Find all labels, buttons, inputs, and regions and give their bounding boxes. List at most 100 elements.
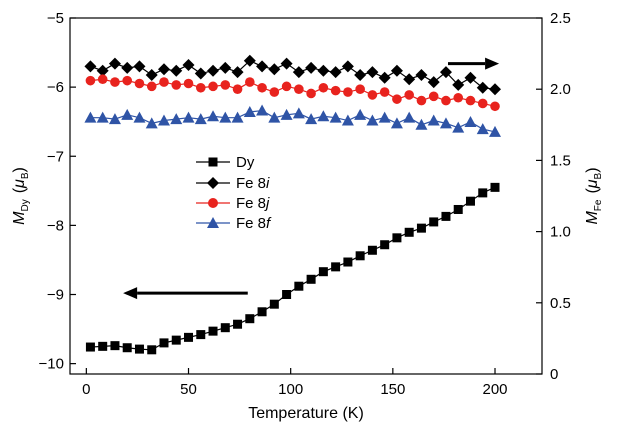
data-point (243, 54, 256, 67)
data-point (219, 111, 232, 123)
data-point (392, 233, 402, 243)
data-point (85, 342, 95, 352)
data-point (194, 67, 207, 80)
arrow-head (123, 287, 138, 300)
data-point (108, 113, 121, 125)
data-point (427, 114, 440, 126)
data-point (219, 61, 232, 74)
y-left-tick-label: −10 (39, 356, 64, 373)
data-point (157, 114, 170, 126)
arrow-layer (123, 57, 500, 300)
series-line (90, 109, 496, 133)
y-right-tick-label: 1.5 (550, 152, 571, 169)
data-point (133, 111, 146, 123)
data-point (305, 61, 318, 74)
y-right-tick-label: 2.5 (550, 10, 571, 27)
data-point (453, 204, 463, 214)
data-point (341, 114, 354, 126)
data-point (245, 314, 255, 324)
data-point (354, 108, 367, 120)
data-point (134, 78, 145, 89)
data-point (243, 105, 256, 117)
data-point (439, 117, 452, 129)
data-point (208, 81, 218, 92)
data-point (170, 113, 183, 125)
data-point (145, 68, 158, 81)
data-point (171, 80, 182, 90)
data-point (268, 63, 281, 76)
data-point (121, 108, 134, 120)
data-point (159, 77, 169, 87)
svg-text:Dy: Dy (236, 154, 255, 171)
data-point (378, 71, 391, 84)
data-point (343, 87, 353, 97)
data-point (366, 114, 379, 126)
arrow-right (448, 57, 500, 70)
data-point (318, 267, 328, 277)
x-tick-label: 0 (82, 381, 90, 398)
data-point (415, 118, 428, 130)
x-tick-label: 50 (180, 381, 197, 398)
data-point (306, 274, 316, 284)
data-point (170, 64, 183, 77)
data-point (305, 113, 318, 125)
data-point (159, 338, 169, 348)
series-1 (84, 54, 502, 96)
data-point (182, 58, 195, 71)
data-point (133, 60, 146, 73)
data-point (441, 211, 451, 221)
data-point (157, 63, 170, 76)
data-point (330, 85, 341, 96)
data-point (404, 227, 414, 237)
data-point (355, 251, 365, 261)
data-point (97, 74, 108, 85)
data-point (403, 73, 416, 86)
data-point (108, 57, 121, 70)
x-tick-label: 100 (278, 381, 303, 398)
data-point (294, 281, 304, 291)
data-point (269, 299, 279, 309)
data-point (195, 82, 206, 93)
data-point (452, 121, 465, 133)
data-point (367, 245, 377, 255)
x-axis-title: Temperature (K) (248, 405, 364, 422)
x-tick-label: 200 (482, 381, 507, 398)
legend: Dy Fe 8i Fe 8j Fe 8f (196, 154, 272, 232)
data-point (441, 95, 451, 106)
data-point (331, 262, 341, 272)
series-3 (84, 104, 502, 137)
data-point (489, 83, 502, 96)
data-point (171, 335, 181, 345)
data-point (476, 123, 489, 135)
legend-item-dy: Dy (196, 154, 255, 171)
data-point (208, 326, 218, 336)
data-point (220, 323, 230, 333)
y-left-tick-label: −7 (47, 148, 64, 165)
data-point (429, 217, 439, 227)
data-point (452, 78, 465, 91)
data-point (96, 111, 109, 123)
data-point (280, 57, 293, 70)
data-point (121, 61, 134, 74)
data-point (306, 88, 316, 99)
data-point (85, 75, 96, 86)
data-point (415, 68, 428, 81)
data-point (390, 64, 403, 77)
data-point (428, 91, 439, 102)
svg-text:Fe 8i: Fe 8i (236, 175, 270, 192)
data-point (366, 66, 379, 79)
arrow-head (485, 57, 500, 70)
series-line (90, 60, 496, 90)
data-point (182, 111, 195, 123)
data-point (194, 113, 207, 125)
data-point (341, 60, 354, 73)
data-point (281, 81, 292, 92)
data-point (354, 68, 367, 81)
data-point (427, 76, 440, 89)
data-point (257, 307, 267, 317)
data-point (134, 344, 144, 354)
data-point (294, 84, 304, 94)
data-point (231, 111, 244, 123)
y-axis-title-right: MFe(μB) (584, 167, 604, 224)
